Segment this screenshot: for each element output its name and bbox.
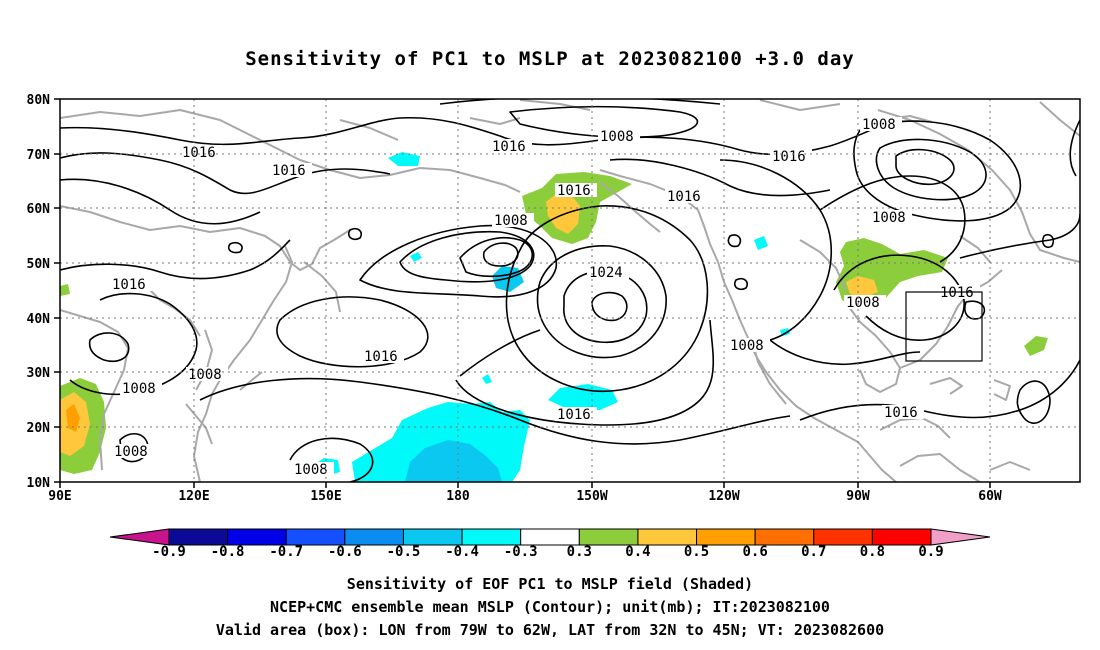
graticule <box>60 99 1080 482</box>
colorbar-right-tip <box>930 528 991 546</box>
colorbar-label: -0.9 <box>152 544 186 560</box>
contour-label: 1008 <box>294 462 328 478</box>
contour-label: 1016 <box>272 163 306 179</box>
positive-sensitivity-patch <box>1024 336 1048 356</box>
contour-label: 1008 <box>494 213 528 229</box>
lat-label: 10N <box>27 476 51 491</box>
lat-label: 20N <box>27 421 51 436</box>
latitude-labels: 80N 70N 60N 50N 40N 30N 20N 10N <box>27 93 51 491</box>
colorbar-cell <box>344 528 404 546</box>
contour-label: 1016 <box>557 183 591 199</box>
lon-label: 120W <box>708 489 739 504</box>
contour-label: 1016 <box>667 189 701 205</box>
colorbar-cell <box>578 528 639 546</box>
lon-label: 180 <box>446 489 470 504</box>
positive-sensitivity-core <box>66 404 80 432</box>
lat-label: 30N <box>27 366 51 381</box>
caption-valid-area: Valid area (box): LON from 79W to 62W, L… <box>215 621 885 639</box>
colorbar-cell <box>813 528 873 546</box>
contour-label: 1016 <box>940 285 974 301</box>
lon-label: 150E <box>310 489 341 504</box>
colorbar-label: 0.5 <box>684 544 709 560</box>
colorbar-label: 0.8 <box>860 544 885 560</box>
negative-sensitivity-patch <box>410 252 422 262</box>
lat-label: 70N <box>27 148 51 163</box>
colorbar-cell <box>285 528 346 546</box>
contour-label: 1008 <box>600 129 634 145</box>
lon-label: 150W <box>576 489 607 504</box>
valid-area-box <box>905 291 983 362</box>
contour-label: 1008 <box>188 367 222 383</box>
contour-label: 1008 <box>862 117 896 133</box>
colorbar-label: -0.6 <box>328 544 362 560</box>
contour-labels: 1016 1016 1008 1016 1016 1008 1016 1016 … <box>110 117 980 478</box>
positive-sensitivity-core <box>846 276 878 298</box>
negative-sensitivity-patch <box>754 236 768 250</box>
colorbar-label: -0.4 <box>445 544 479 560</box>
contour-label: 1016 <box>492 139 526 155</box>
colorbar-left-tip <box>109 528 170 546</box>
negative-sensitivity-patch <box>388 152 420 166</box>
lon-label: 90E <box>48 489 71 504</box>
colorbar-label: -0.7 <box>269 544 303 560</box>
colorbar-label: -0.8 <box>211 544 245 560</box>
colorbar-cell <box>520 528 580 546</box>
lat-label: 60N <box>27 202 51 217</box>
colorbar: -0.9 -0.8 -0.7 -0.6 -0.5 -0.4 -0.3 0.3 0.4 0.5 0.6… <box>109 528 991 560</box>
page-title: Sensitivity of PC1 to MSLP at 2023082100… <box>245 48 855 70</box>
colorbar-cell <box>871 528 932 546</box>
colorbar-cell <box>637 528 698 546</box>
contour-label: 1016 <box>557 407 591 423</box>
colorbar-label: 0.3 <box>567 544 592 560</box>
contour-label: 1016 <box>364 349 398 365</box>
colorbar-cell <box>227 528 287 546</box>
colorbar-cell <box>168 528 229 546</box>
colorbar-cell <box>461 528 522 546</box>
map-frame <box>59 98 1081 483</box>
contour-label: 1016 <box>884 405 918 421</box>
lon-label: 120E <box>178 489 209 504</box>
contour-label: 1008 <box>846 295 880 311</box>
colorbar-label: -0.3 <box>504 544 538 560</box>
colorbar-cell <box>696 528 756 546</box>
positive-sensitivity-patch <box>60 284 70 296</box>
axis-ticks <box>54 98 991 488</box>
contour-label: 1016 <box>182 145 216 161</box>
negative-sensitivity-core <box>405 440 502 482</box>
contour-label: 1008 <box>872 210 906 226</box>
lon-label: 60W <box>978 489 1002 504</box>
contour-label: 1024 <box>589 265 623 281</box>
longitude-labels: 90E 120E 150E 180 150W 120W 90W 60W <box>48 489 1002 504</box>
colorbar-cell <box>754 528 815 546</box>
lon-label: 90W <box>846 489 870 504</box>
contour-label: 1016 <box>112 277 146 293</box>
colorbar-label: 0.4 <box>625 544 650 560</box>
contour-label: 1016 <box>772 149 806 165</box>
colorbar-label: 0.9 <box>918 544 943 560</box>
colorbar-label: 0.7 <box>801 544 826 560</box>
lat-label: 80N <box>27 93 51 108</box>
caption-shading: Sensitivity of EOF PC1 to MSLP field (Sh… <box>346 575 754 593</box>
lat-label: 40N <box>27 312 51 327</box>
lat-label: 50N <box>27 257 51 272</box>
contour-label: 1008 <box>730 338 764 354</box>
colorbar-cell <box>402 528 463 546</box>
contour-label: 1008 <box>114 444 148 460</box>
caption-contour: NCEP+CMC ensemble mean MSLP (Contour); u… <box>270 598 830 616</box>
contour-label: 1008 <box>122 381 156 397</box>
negative-sensitivity-patch <box>482 374 492 384</box>
colorbar-label: -0.5 <box>387 544 421 560</box>
colorbar-label: 0.6 <box>743 544 768 560</box>
